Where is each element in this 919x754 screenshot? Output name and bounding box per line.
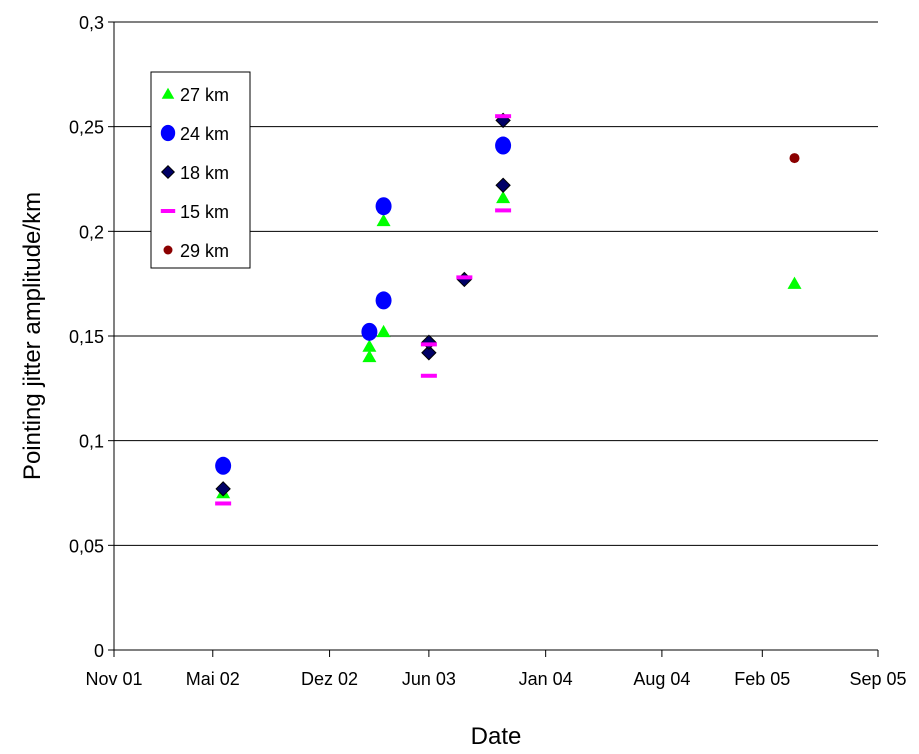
- legend: 27 km 24 km 18 km 15 km 29 km: [150, 71, 251, 269]
- y-tick-label: 0,3: [79, 13, 104, 33]
- x-tick-label: Dez 02: [301, 669, 358, 689]
- data-point: [215, 456, 232, 475]
- data-point: [420, 342, 437, 347]
- legend-marker: [160, 124, 176, 142]
- legend-label: 27 km: [180, 85, 229, 105]
- legend-label: 24 km: [180, 124, 229, 144]
- x-tick-label: Aug 04: [633, 669, 690, 689]
- axes: [108, 21, 879, 657]
- data-point: [376, 213, 391, 227]
- data-point: [361, 322, 378, 341]
- legend-entry: 24 km: [160, 124, 229, 144]
- data-point: [496, 190, 511, 204]
- x-tick-label: Jun 03: [402, 669, 456, 689]
- legend-marker: [161, 87, 175, 99]
- y-tick-label: 0,15: [69, 327, 104, 347]
- data-point: [789, 153, 800, 164]
- data-point: [421, 345, 437, 361]
- legend-entry: 18 km: [160, 163, 229, 183]
- y-tick-label: 0,1: [79, 432, 104, 452]
- data-point: [375, 291, 392, 310]
- y-tick-label: 0,25: [69, 118, 104, 138]
- data-point: [456, 275, 473, 280]
- y-tick-label: 0,05: [69, 536, 104, 556]
- data-point: [495, 136, 512, 155]
- legend-entry: 29 km: [163, 241, 229, 261]
- data-point: [420, 373, 437, 378]
- data-point: [495, 177, 511, 193]
- legend-label: 15 km: [180, 202, 229, 222]
- data-points: [215, 112, 802, 506]
- data-point: [376, 324, 391, 338]
- data-point: [362, 349, 377, 363]
- data-point: [375, 197, 392, 216]
- legend-marker: [160, 209, 176, 213]
- x-tick-labels: Nov 01 Mai 02 Dez 02 Jun 03 Jan 04 Aug 04 Feb …: [85, 669, 906, 689]
- data-point: [362, 339, 377, 352]
- y-tick-label: 0: [94, 641, 104, 661]
- legend-entry: 27 km: [161, 85, 229, 105]
- legend-label: 18 km: [180, 163, 229, 183]
- data-point: [495, 114, 512, 119]
- data-point: [215, 501, 232, 506]
- x-tick-label: Jan 04: [519, 669, 573, 689]
- legend-entry: 15 km: [160, 202, 229, 222]
- data-point: [495, 208, 512, 213]
- x-tick-label: Sep 05: [849, 669, 906, 689]
- x-tick-label: Feb 05: [734, 669, 790, 689]
- y-tick-label: 0,2: [79, 222, 104, 242]
- data-point: [215, 481, 231, 497]
- legend-marker: [160, 164, 176, 180]
- x-tick-label: Mai 02: [186, 669, 240, 689]
- x-tick-label: Nov 01: [85, 669, 142, 689]
- y-tick-labels: 0 0,05 0,1 0,15 0,2 0,25 0,3: [69, 13, 104, 661]
- legend-label: 29 km: [180, 241, 229, 261]
- y-axis-label: Pointing jitter amplitude/km: [19, 192, 46, 480]
- x-axis-label: Date: [471, 723, 522, 750]
- legend-marker: [163, 245, 173, 255]
- data-point: [787, 276, 802, 289]
